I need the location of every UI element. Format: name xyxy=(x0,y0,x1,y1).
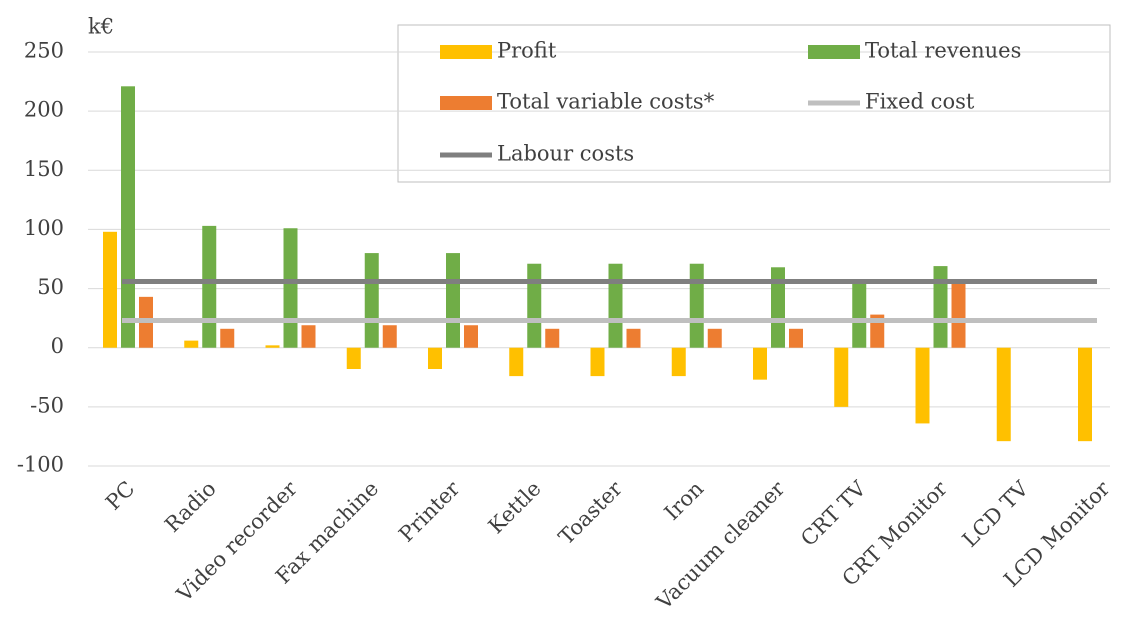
bar xyxy=(509,347,524,377)
x-tick-label: Iron xyxy=(660,476,708,524)
bar xyxy=(771,267,785,348)
bar xyxy=(428,347,442,370)
bar xyxy=(121,86,135,348)
bar xyxy=(834,347,849,407)
y-tick-label: 150 xyxy=(24,157,64,181)
x-tick-label: Toaster xyxy=(554,476,628,550)
bar xyxy=(283,228,298,348)
y-tick-label: -100 xyxy=(17,453,64,477)
bar xyxy=(301,325,316,348)
bar xyxy=(915,347,930,424)
x-tick-label: CRT TV xyxy=(796,476,871,551)
y-tick-label: 250 xyxy=(24,39,64,63)
y-tick-label: 200 xyxy=(24,98,64,122)
x-tick-label: Kettle xyxy=(484,476,546,538)
x-tick-label: LCD TV xyxy=(958,476,1034,552)
bar xyxy=(789,328,803,348)
bar xyxy=(220,328,235,348)
bar xyxy=(707,328,722,348)
y-tick-label: 50 xyxy=(37,275,64,299)
bar xyxy=(202,225,217,348)
bar xyxy=(626,328,641,348)
legend-label: Labour costs xyxy=(497,142,634,166)
bar xyxy=(951,282,966,348)
legend-swatch xyxy=(808,45,860,59)
bar xyxy=(346,347,361,370)
plot xyxy=(88,51,1110,467)
x-tick-label: Printer xyxy=(394,476,465,547)
bar xyxy=(608,263,623,348)
y-tick-label: 100 xyxy=(24,216,64,240)
bar xyxy=(1078,347,1092,442)
y-axis-label: k€ xyxy=(88,15,114,39)
bar xyxy=(671,347,686,377)
legend-label: Fixed cost xyxy=(865,90,975,114)
y-tick-label: -50 xyxy=(30,393,64,417)
bar xyxy=(590,347,605,377)
bar xyxy=(852,282,867,348)
x-tick-label: Radio xyxy=(160,476,221,537)
bar xyxy=(933,266,948,348)
bar xyxy=(753,347,767,380)
legend-label: Total revenues xyxy=(865,39,1021,63)
legend-box xyxy=(397,24,1111,183)
legend-label: Profit xyxy=(497,39,557,63)
bar xyxy=(689,263,704,348)
bar xyxy=(446,253,460,348)
bar xyxy=(545,328,560,348)
bar xyxy=(184,340,199,348)
legend-swatch xyxy=(440,45,492,59)
bar xyxy=(527,263,542,348)
bar xyxy=(265,345,280,348)
bar xyxy=(382,325,397,348)
bar xyxy=(464,325,478,348)
legend-swatch xyxy=(440,96,492,110)
x-tick-label: PC xyxy=(101,476,139,514)
bar xyxy=(103,231,117,348)
y-tick-label: 0 xyxy=(51,334,64,358)
bar xyxy=(996,347,1011,442)
bar xyxy=(364,253,379,348)
legend-label: Total variable costs* xyxy=(497,90,715,114)
